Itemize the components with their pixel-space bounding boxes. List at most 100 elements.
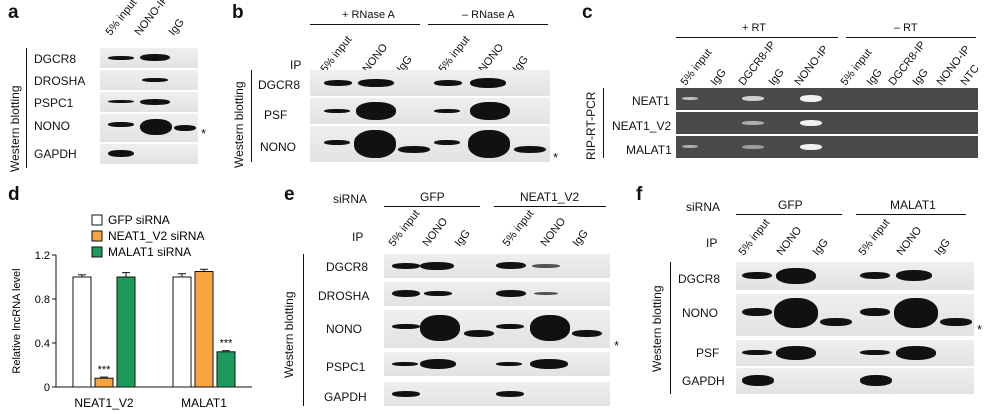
blot-strip xyxy=(736,340,974,366)
lane-label: 5% input xyxy=(736,216,773,258)
row-label: PSF xyxy=(264,108,288,122)
row-label: DGCR8 xyxy=(34,52,77,66)
panel-a-label: a xyxy=(8,2,19,23)
lane-label: NONO-IP xyxy=(132,0,171,38)
bar-chart: 0 0.4 0.8 1.2 Relative lncRNA level NEAT1_V2 M… xyxy=(11,213,252,410)
significance-marker: *** xyxy=(220,338,234,350)
ip-label: IP xyxy=(352,230,364,244)
panel-b-label: b xyxy=(232,2,244,23)
lane-label: IgG xyxy=(932,236,953,258)
blot-strip xyxy=(384,282,610,306)
legend-swatch xyxy=(91,214,103,226)
blot-strip xyxy=(100,92,198,112)
legend-swatch xyxy=(91,230,103,242)
panel-e-label: e xyxy=(284,184,295,205)
bar xyxy=(94,377,114,388)
blot-strip xyxy=(384,310,610,348)
blot-strip xyxy=(384,352,610,376)
bar xyxy=(116,276,136,388)
blot-strip xyxy=(384,382,610,406)
lane-label: IgG xyxy=(910,66,931,88)
asterisk: * xyxy=(977,322,983,337)
western-blotting-label: Western blotting xyxy=(650,285,664,373)
y-tick-label: 0.4 xyxy=(35,338,50,350)
blot-strip xyxy=(100,144,198,164)
panel-f-label: f xyxy=(636,184,643,205)
legend-label: NEAT1_V2 siRNA xyxy=(108,229,204,243)
lane-label: IgG xyxy=(452,227,473,249)
legend-swatch xyxy=(91,246,103,258)
y-tick-label: 0 xyxy=(44,382,50,394)
blot-strip xyxy=(736,368,974,394)
row-label: DGCR8 xyxy=(258,78,301,92)
row-label: GAPDH xyxy=(682,374,725,388)
lane-label: NONO xyxy=(774,224,805,258)
group-bracket xyxy=(428,24,548,25)
lane-label: 5% input xyxy=(386,207,423,249)
blot-strip xyxy=(100,48,198,68)
bracket-line xyxy=(26,48,27,168)
ip-label: IP xyxy=(706,236,718,250)
lane-label: IgG xyxy=(708,66,729,88)
blot-strip xyxy=(736,294,974,336)
row-label: DGCR8 xyxy=(678,272,721,286)
sirna-label: siRNA xyxy=(686,200,721,214)
lane-label: NTC xyxy=(958,62,982,88)
gel-strip xyxy=(676,136,978,158)
row-label: NEAT1_V2 xyxy=(612,119,672,133)
group-label: GFP xyxy=(420,190,445,204)
row-label: DGCR8 xyxy=(326,260,369,274)
lane-label: IgG xyxy=(570,227,591,249)
bracket-line xyxy=(303,254,304,406)
row-label: NONO xyxy=(260,140,296,154)
western-blotting-label: Western blotting xyxy=(282,291,296,379)
row-label: PSPC1 xyxy=(34,96,74,110)
western-blotting-label: Western blotting xyxy=(8,85,22,173)
group-bracket xyxy=(676,37,838,38)
bar xyxy=(216,351,236,388)
group-bracket xyxy=(384,206,480,207)
lane-label: 5% input xyxy=(500,207,537,249)
blot-strip xyxy=(100,114,198,142)
asterisk: * xyxy=(553,150,559,165)
row-label: DROSHA xyxy=(34,74,86,88)
sirna-label: siRNA xyxy=(333,192,368,206)
bar xyxy=(194,271,214,388)
western-blotting-label: Western blotting xyxy=(232,81,246,169)
row-label: GAPDH xyxy=(324,390,367,404)
group-label: NEAT1_V2 xyxy=(520,190,580,204)
gel-strip xyxy=(676,88,978,110)
rip-rt-pcr-label: RIP-RT-PCR xyxy=(584,91,598,160)
bracket-line xyxy=(603,88,604,158)
bar xyxy=(172,276,192,388)
bar xyxy=(72,276,92,388)
row-label: GAPDH xyxy=(34,147,77,161)
y-tick-label: 1.2 xyxy=(35,250,50,262)
group-bracket xyxy=(310,24,420,25)
group-label: MALAT1 xyxy=(890,198,936,212)
group-bracket xyxy=(856,214,966,215)
asterisk: * xyxy=(614,338,620,353)
row-label: DROSHA xyxy=(318,289,370,303)
bracket-line xyxy=(670,262,671,394)
row-label: MALAT1 xyxy=(626,143,672,157)
blot-strip xyxy=(310,70,550,96)
group-bracket xyxy=(736,214,842,215)
asterisk: * xyxy=(201,126,207,141)
lane-label: IgG xyxy=(810,236,831,258)
blot-strip xyxy=(310,98,550,124)
panel-d-label: d xyxy=(8,184,20,205)
y-tick-label: 0.8 xyxy=(35,294,50,306)
lane-label: NONO-IP xyxy=(792,43,831,88)
significance-marker: *** xyxy=(98,364,112,376)
lane-label: IgG xyxy=(864,66,885,88)
row-label: NONO xyxy=(34,119,70,133)
group-label: + RT xyxy=(742,22,766,34)
panel-c-label: c xyxy=(582,2,593,23)
ip-label: IP xyxy=(290,58,302,72)
blot-strip xyxy=(384,254,610,278)
group-bracket xyxy=(494,206,606,207)
lane-label: 5% input xyxy=(856,216,893,258)
row-label: NONO xyxy=(682,306,718,320)
lane-label: NONO xyxy=(894,224,925,258)
